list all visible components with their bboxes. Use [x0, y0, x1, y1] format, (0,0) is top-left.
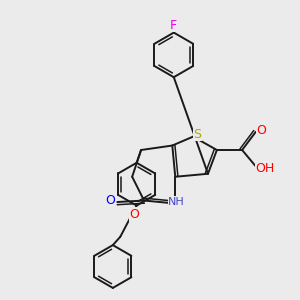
- Text: O: O: [105, 194, 115, 207]
- Text: OH: OH: [256, 162, 275, 175]
- Text: S: S: [194, 128, 202, 141]
- Text: O: O: [129, 208, 139, 221]
- Text: NH: NH: [168, 197, 185, 207]
- Text: F: F: [170, 19, 177, 32]
- Text: O: O: [256, 124, 266, 137]
